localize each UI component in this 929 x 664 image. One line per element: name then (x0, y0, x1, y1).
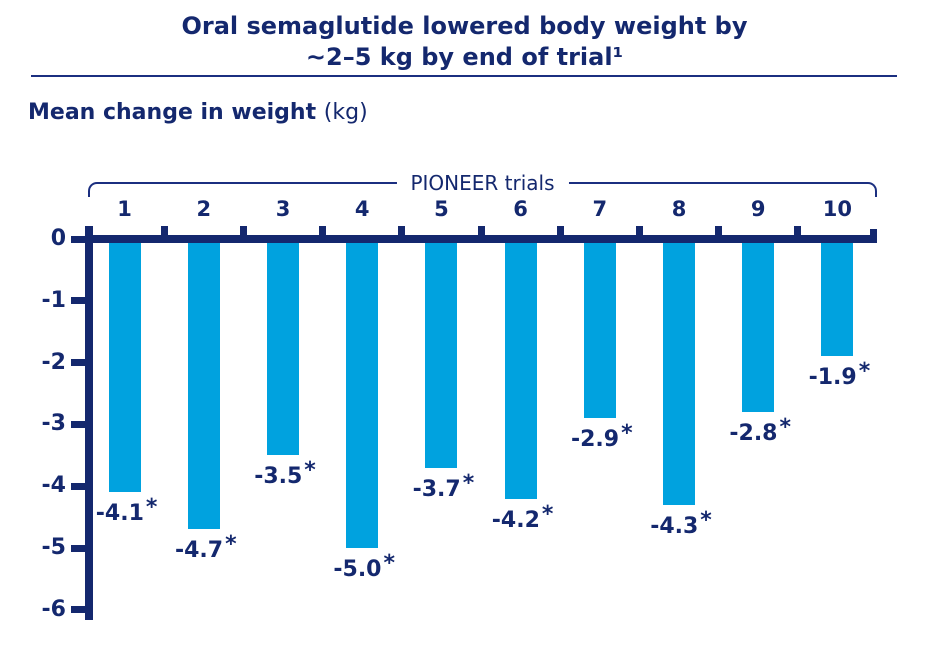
y-tick (71, 359, 85, 367)
y-tick (71, 482, 85, 490)
category-label: 8 (671, 197, 687, 221)
axis-title: Mean change in weight (kg) (28, 100, 368, 125)
significance-asterisk: * (462, 470, 475, 496)
y-tick (71, 606, 85, 614)
y-tick (71, 297, 85, 305)
data-label: -3.5* (254, 458, 316, 490)
x-tick (477, 226, 485, 235)
bar (504, 239, 537, 499)
data-label: -3.7* (412, 471, 475, 503)
data-label: -4.1* (95, 495, 158, 527)
category-label: 5 (434, 197, 449, 221)
significance-asterisk: * (383, 551, 395, 576)
bar (425, 239, 458, 468)
bar (108, 239, 141, 493)
y-tick-label: -1 (41, 287, 66, 313)
category-label: 4 (354, 197, 370, 221)
y-tick (71, 420, 85, 428)
data-label-value: -4.2 (491, 507, 540, 533)
y-tick-label: -2 (41, 349, 66, 375)
y-tick-label: -5 (41, 535, 66, 560)
x-tick (635, 226, 643, 235)
bar (663, 239, 695, 505)
slide-title: Oral semaglutide lowered body weight by … (0, 11, 929, 73)
x-tick (715, 226, 723, 235)
bar (742, 239, 775, 413)
bar (821, 239, 854, 357)
data-label-value: -1.9 (808, 365, 857, 391)
x-tick (239, 226, 247, 235)
y-tick-label: -3 (41, 411, 66, 437)
data-label: -5.0* (333, 551, 395, 583)
significance-asterisk: * (225, 532, 237, 558)
significance-asterisk: * (858, 359, 871, 385)
x-tick (160, 226, 168, 235)
data-label-value: -3.7 (412, 476, 461, 502)
data-label: -4.2* (491, 502, 554, 534)
pioneer-trials-bracket: PIONEER trials (88, 171, 877, 197)
slide-title-line-1: Oral semaglutide lowered body weight by (181, 12, 748, 40)
category-label: 3 (275, 197, 291, 221)
x-tick (398, 226, 406, 235)
y-tick (71, 235, 85, 243)
data-label: -4.3* (650, 508, 712, 540)
y-tick-label: -6 (41, 596, 66, 622)
data-label: -2.8* (729, 415, 791, 447)
data-label-value: -4.1 (95, 501, 144, 527)
significance-asterisk: * (779, 415, 791, 441)
slide-title-line-2: ~2–5 kg by end of trial¹ (305, 43, 624, 71)
axis-title-text: Mean change in weight (28, 100, 317, 125)
axis-title-unit: (kg) (323, 100, 368, 125)
category-label: 2 (196, 197, 212, 221)
y-tick-label: 0 (50, 226, 66, 251)
category-label: 1 (117, 197, 132, 221)
data-label-value: -5.0 (333, 557, 382, 582)
data-label: -4.7* (174, 532, 237, 564)
data-label: -1.9* (808, 359, 871, 391)
y-tick-label: -4 (41, 473, 66, 499)
significance-asterisk: * (541, 501, 554, 527)
x-tick (556, 226, 564, 235)
significance-asterisk: * (621, 421, 633, 447)
significance-asterisk: * (304, 458, 316, 484)
pioneer-trials-label: PIONEER trials (396, 171, 569, 195)
title-underline (31, 75, 897, 77)
category-label: 6 (513, 197, 528, 221)
significance-asterisk: * (145, 495, 158, 521)
y-axis-line (85, 226, 93, 620)
bar (583, 239, 616, 419)
data-label-value: -4.7 (174, 538, 224, 564)
category-label: 10 (822, 197, 853, 221)
bar (267, 239, 299, 456)
bar (187, 239, 220, 530)
data-label-value: -4.3 (650, 513, 699, 539)
x-tick (319, 226, 327, 235)
data-label-value: -2.9 (570, 427, 620, 453)
data-label: -2.9* (570, 421, 633, 453)
category-label: 7 (592, 197, 608, 221)
x-tick (794, 226, 802, 235)
category-label: 9 (750, 197, 766, 221)
x-axis-line (85, 235, 877, 243)
y-tick (71, 544, 85, 552)
data-label-value: -3.5 (254, 464, 303, 490)
x-axis-end-cap (870, 229, 877, 235)
significance-asterisk: * (700, 507, 712, 533)
data-label-value: -2.8 (729, 421, 778, 447)
bar (346, 239, 379, 548)
